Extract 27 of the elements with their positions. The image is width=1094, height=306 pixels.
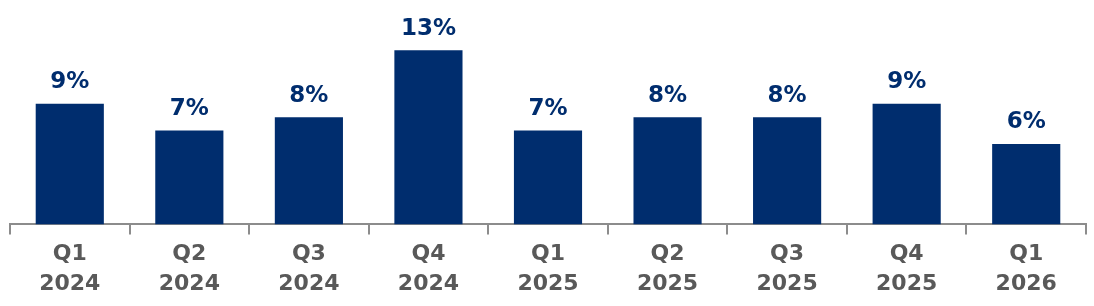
bar xyxy=(155,130,224,225)
bar xyxy=(872,103,941,225)
data-label: 8% xyxy=(767,80,807,107)
x-tick-label: Q1 2026 xyxy=(995,239,1057,296)
x-tick-label: Q4 2025 xyxy=(876,239,938,296)
x-tick-label: Q3 2024 xyxy=(278,239,340,296)
bar xyxy=(274,117,343,225)
x-tick-label: Q3 2025 xyxy=(756,239,818,296)
data-label: 13% xyxy=(400,13,456,40)
data-label: 9% xyxy=(887,67,927,94)
x-tick-label: Q2 2024 xyxy=(158,239,220,296)
data-label: 7% xyxy=(169,94,209,121)
data-label: 6% xyxy=(1006,107,1046,134)
bar xyxy=(633,117,702,225)
x-tick-label: Q2 2025 xyxy=(636,239,699,296)
data-label: 8% xyxy=(289,80,329,107)
data-label: 7% xyxy=(528,94,568,121)
bar xyxy=(992,144,1061,225)
x-tick-label: Q4 2024 xyxy=(397,239,460,296)
data-label: 8% xyxy=(648,80,688,107)
bar xyxy=(513,130,583,225)
x-tick-label: Q1 2025 xyxy=(517,239,579,296)
bar xyxy=(394,50,463,225)
x-tick-label: Q1 2024 xyxy=(39,239,101,296)
bar xyxy=(35,103,104,225)
bar xyxy=(753,117,822,225)
data-label: 9% xyxy=(50,67,90,94)
